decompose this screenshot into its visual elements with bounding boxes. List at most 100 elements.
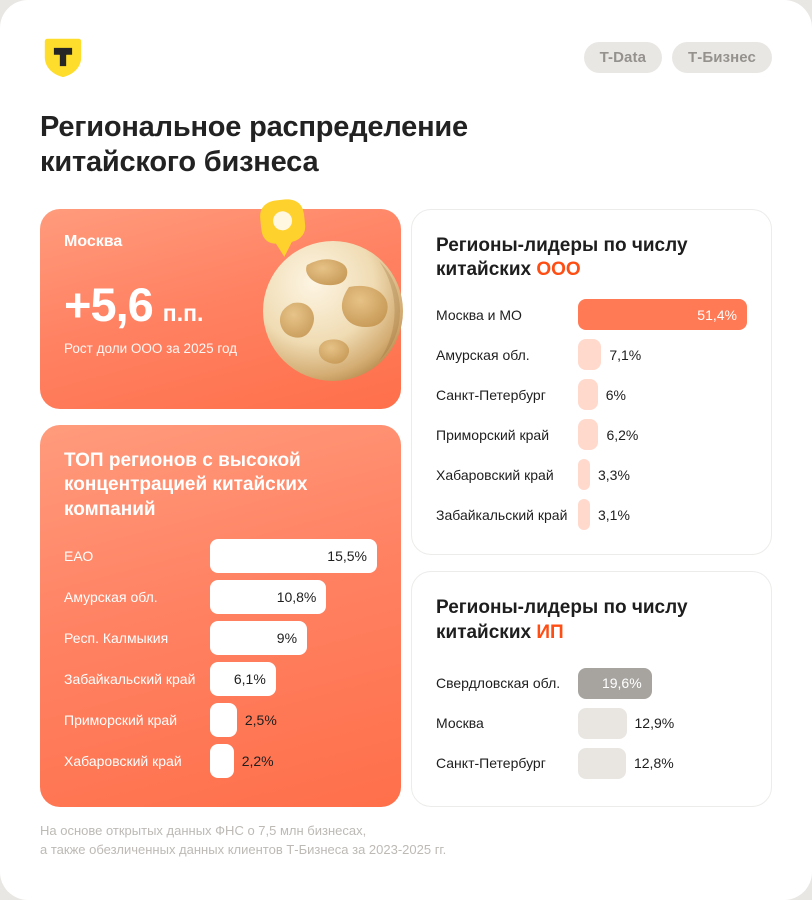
bar-label: Амурская обл. — [64, 588, 158, 605]
footnote-line-1: На основе открытых данных ФНС о 7,5 млн … — [40, 822, 367, 838]
bar-label: Санкт-Петербург — [436, 386, 546, 403]
bar-value: 7,1% — [609, 346, 642, 363]
bar-track: 3,3% — [578, 459, 747, 491]
bar: 51,4% — [578, 299, 747, 331]
bar-value: 3,3% — [598, 466, 630, 483]
chart-row: Забайкальский край 6,1% — [64, 661, 377, 696]
bar-track: 51,4% — [578, 299, 747, 331]
bar-track: 12,9% — [578, 707, 747, 739]
bar — [210, 702, 237, 737]
bar-value: 10,8% — [276, 588, 317, 605]
bar: 9% — [210, 620, 308, 655]
badge-t-business: Т-Бизнес — [672, 41, 772, 73]
bar-value: 2,5% — [244, 711, 277, 728]
chart-row: Свердловская обл. 19,6% — [436, 667, 747, 699]
bar-value: 6,2% — [606, 426, 639, 443]
bar-track: 15,5% — [210, 538, 377, 573]
top-regions-chart: ЕАО 15,5% Амурская обл. 10,8% Респ. Калмыкия… — [64, 538, 377, 778]
bar — [578, 707, 627, 739]
chart-row: Приморский край 6,2% — [436, 419, 747, 451]
moscow-growth-card: Москва +5,6 п.п. Рост доли ООО за 2025 г… — [40, 199, 403, 409]
ip-title-accent: ИП — [536, 621, 564, 643]
chart-row: Респ. Калмыкия 9% — [64, 620, 377, 655]
moscow-growth-metric: +5,6 п.п. — [64, 277, 377, 332]
ip-leaders-card: Регионы-лидеры по числу китайских ИП Све… — [411, 571, 772, 807]
chart-row: Амурская обл. 10,8% — [64, 579, 377, 614]
bar-label: Респ. Калмыкия — [64, 629, 169, 646]
bar: 15,5% — [210, 538, 377, 573]
ooo-title-text: Регионы-лидеры по числу китайских — [436, 234, 688, 281]
ooo-leaders-chart: Москва и МО 51,4% Амурская обл. 7,1% Санкт-П… — [436, 299, 747, 531]
bar — [578, 419, 599, 451]
chart-row: Санкт-Петербург 12,8% — [436, 747, 747, 779]
bar — [578, 459, 590, 491]
bar-value: 9% — [276, 629, 298, 646]
bar-track: 6,2% — [578, 419, 747, 451]
bar-track: 19,6% — [578, 667, 747, 699]
chart-row: Приморский край 2,5% — [64, 702, 377, 737]
top-regions-card: ТОП регионов с высокой концентрацией кит… — [40, 424, 401, 807]
bar: 10,8% — [210, 579, 327, 614]
bar: 19,6% — [578, 667, 652, 699]
header: T-Data Т-Бизнес — [40, 34, 772, 80]
bar-track: 6% — [578, 379, 747, 411]
bar-label: Хабаровский край — [436, 466, 554, 483]
bar-value: 12,8% — [633, 755, 674, 771]
header-badges: T-Data Т-Бизнес — [583, 41, 772, 73]
bar-value: 2,2% — [241, 752, 274, 769]
bar-track: 7,1% — [578, 339, 747, 371]
bar: 6,1% — [210, 661, 276, 696]
chart-row: Москва 12,9% — [436, 707, 747, 739]
footnote-line-2: а также обезличенных данных клиентов Т-Б… — [40, 842, 447, 858]
content-grid: Москва +5,6 п.п. Рост доли ООО за 2025 г… — [40, 199, 772, 807]
growth-value: +5,6 — [64, 277, 154, 331]
data-source-footnote: На основе открытых данных ФНС о 7,5 млн … — [40, 821, 772, 860]
bar-label: Санкт-Петербург — [436, 754, 546, 771]
bar-track: 6,1% — [210, 661, 377, 696]
bar-label: Забайкальский край — [436, 506, 568, 523]
bar-label: Приморский край — [436, 426, 550, 443]
bar-label: Свердловская обл. — [436, 674, 561, 691]
chart-row: Санкт-Петербург 6% — [436, 379, 747, 411]
chart-row: Забайкальский край 3,1% — [436, 499, 747, 531]
bar-label: Москва — [436, 714, 484, 731]
bar — [578, 499, 590, 531]
bar-label: Амурская обл. — [436, 346, 530, 363]
bar-value: 19,6% — [601, 675, 642, 691]
bar — [210, 743, 234, 778]
ip-leaders-chart: Свердловская обл. 19,6% Москва 12,9% Санкт-П… — [436, 667, 747, 779]
bar-track: 12,8% — [578, 747, 747, 779]
bar — [578, 379, 598, 411]
ip-title-text: Регионы-лидеры по числу китайских — [436, 597, 688, 643]
bar-track: 10,8% — [210, 579, 377, 614]
bar-value: 6,1% — [233, 670, 266, 687]
chart-row: Хабаровский край 2,2% — [64, 743, 377, 778]
bar-label: Москва и МО — [436, 306, 522, 323]
bar-track: 3,1% — [578, 499, 747, 531]
chart-row: Амурская обл. 7,1% — [436, 339, 747, 371]
bar-track: 2,5% — [210, 702, 377, 737]
moscow-card-label: Москва — [64, 232, 123, 250]
right-column: Регионы-лидеры по числу китайских ООО Мо… — [411, 208, 772, 807]
bar — [578, 747, 626, 779]
page-title: Региональное распределение китайского би… — [40, 111, 468, 179]
left-column: Москва +5,6 п.п. Рост доли ООО за 2025 г… — [40, 199, 403, 807]
chart-row: ЕАО 15,5% — [64, 538, 377, 573]
bar-value: 12,9% — [634, 715, 675, 731]
ooo-title-accent: ООО — [536, 259, 581, 281]
bar-track: 9% — [210, 620, 377, 655]
badge-t-data: T-Data — [583, 41, 663, 73]
bar-value: 15,5% — [327, 547, 367, 564]
bar-label: Хабаровский край — [64, 752, 182, 769]
ooo-leaders-card: Регионы-лидеры по числу китайских ООО Мо… — [411, 208, 772, 556]
ip-leaders-title: Регионы-лидеры по числу китайских ИП — [436, 596, 747, 645]
growth-unit: п.п. — [162, 299, 204, 326]
chart-row: Москва и МО 51,4% — [436, 299, 747, 331]
bar-value: 51,4% — [697, 306, 737, 323]
bar — [578, 339, 602, 371]
growth-caption: Рост доли ООО за 2025 год — [64, 340, 238, 356]
bar-label: Забайкальский край — [64, 670, 196, 687]
bar-label: Приморский край — [64, 711, 178, 728]
bar-track: 2,2% — [210, 743, 377, 778]
